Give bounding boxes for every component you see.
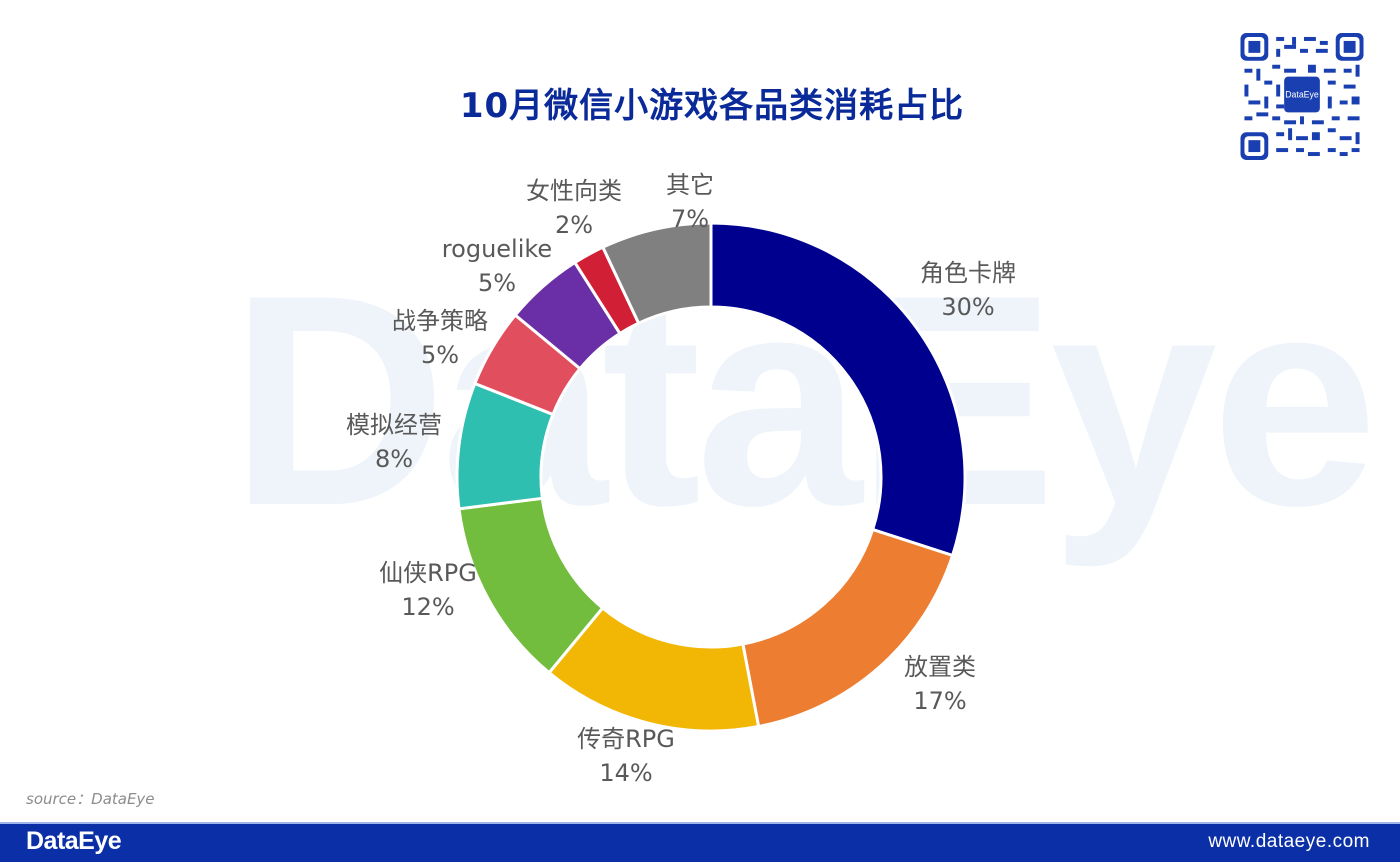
donut-slice (600, 221, 713, 326)
slice-percent: 5% (420, 341, 460, 369)
slice-percent: 2% (554, 211, 594, 239)
slice-percent: 7% (670, 205, 710, 233)
source-note: source：DataEye (26, 790, 155, 808)
slice-percent: 14% (599, 759, 653, 787)
slice-label: 仙侠RPG 12% (379, 556, 477, 624)
slice-label: 其它 7% (666, 168, 714, 236)
slice-percent: 5% (477, 269, 517, 297)
slice-category: 放置类 (904, 653, 976, 681)
slice-category: 传奇RPG (577, 725, 675, 753)
donut-slice (709, 221, 967, 558)
slice-label: 女性向类 2% (526, 174, 622, 242)
chart-title: 10月微信小游戏各品类消耗占比 (459, 86, 965, 126)
slice-category: 战争策略 (392, 307, 488, 335)
slice-percent: 17% (913, 687, 967, 715)
slice-category: 女性向类 (526, 177, 622, 205)
slice-category: 模拟经营 (346, 411, 442, 439)
slice-percent: 8% (374, 445, 414, 473)
slice-label: 放置类 17% (904, 650, 976, 718)
slice-category: 仙侠RPG (379, 559, 477, 587)
slice-percent: 30% (941, 293, 995, 321)
slice-label: 传奇RPG 14% (577, 722, 675, 790)
slice-percent: 12% (401, 593, 455, 621)
slice-label: roguelike 5% (442, 232, 552, 300)
slice-label: 战争策略 5% (392, 304, 488, 372)
qr-code-icon: DataEye (1240, 33, 1364, 160)
footer-url-link[interactable]: www.dataeye.com (1208, 831, 1370, 852)
slice-category: roguelike (441, 235, 553, 263)
slice-category: 其它 (666, 171, 714, 199)
slice-category: 角色卡牌 (920, 259, 1016, 287)
slice-label: 模拟经营 8% (346, 408, 442, 476)
svg-text:DataEye: DataEye (1285, 90, 1319, 100)
footer-brand-logo: DataEye (26, 827, 122, 855)
footer-bar: DataEye www.dataeye.com (0, 822, 1400, 862)
slice-label: 角色卡牌 30% (920, 256, 1016, 324)
